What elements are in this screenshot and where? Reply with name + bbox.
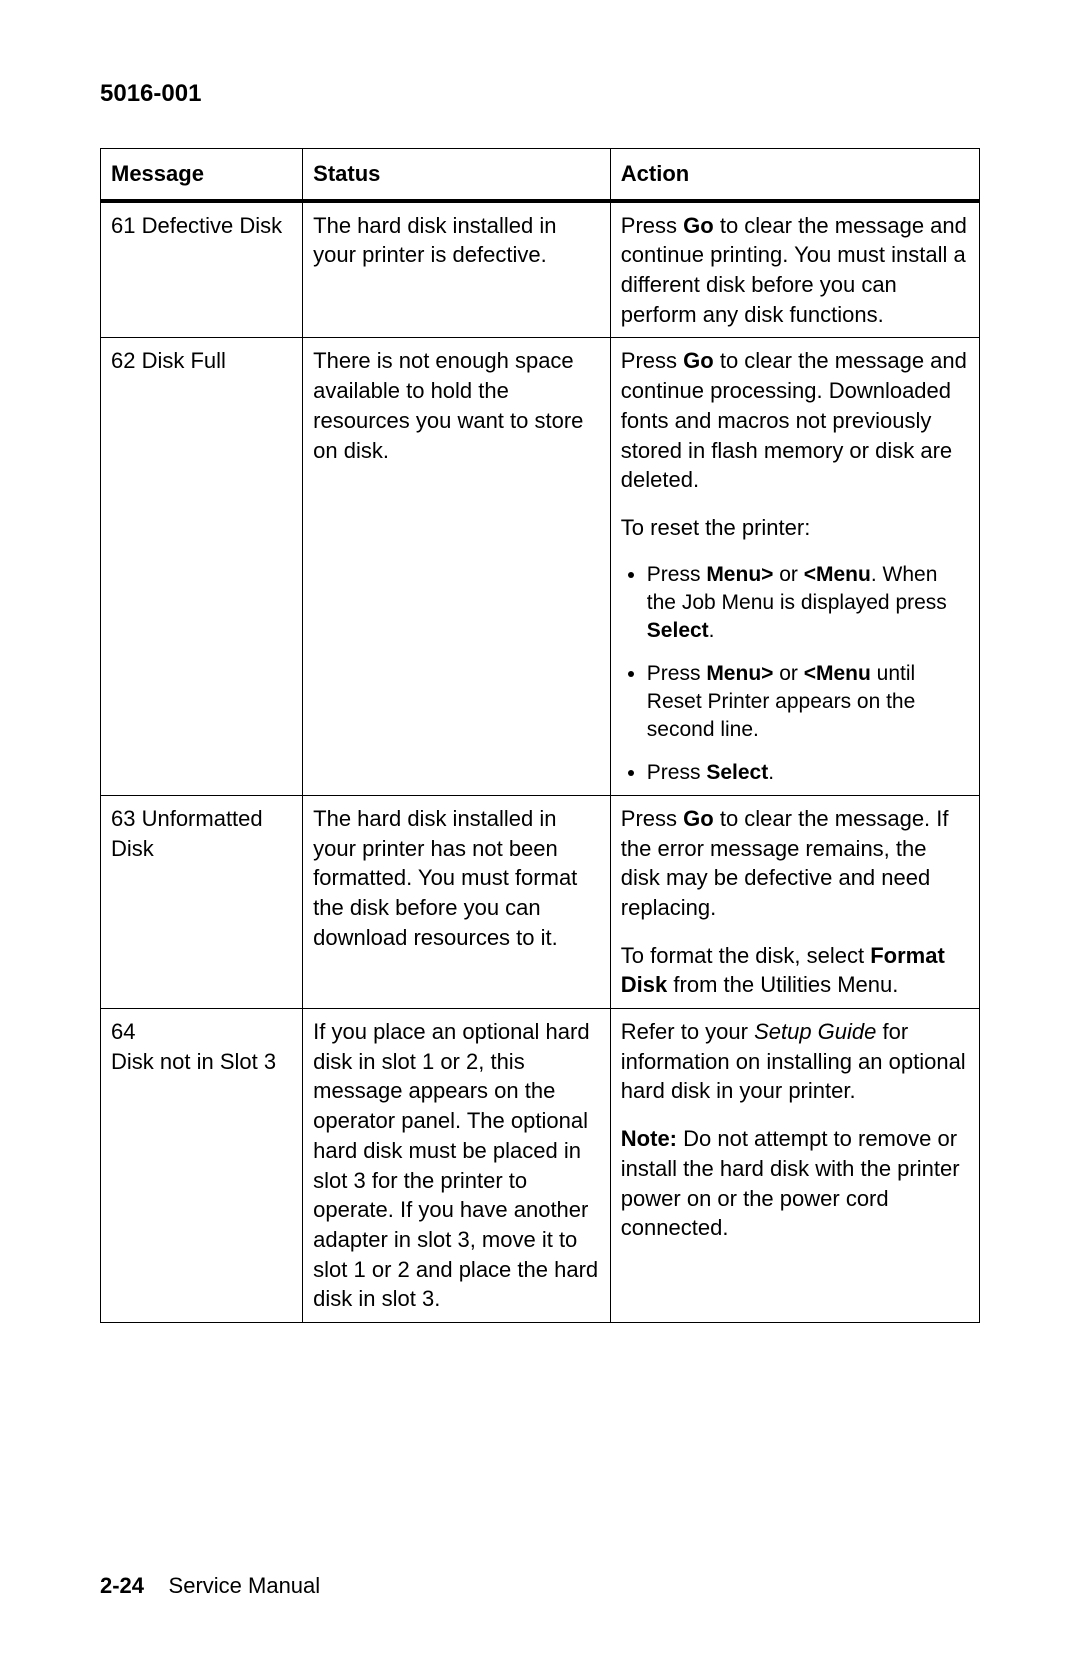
cell-message: 64Disk not in Slot 3 [101,1009,303,1323]
messages-table: Message Status Action 61 Defective DiskT… [100,148,980,1323]
table-row: 62 Disk FullThere is not enough space av… [101,338,980,796]
cell-message: 61 Defective Disk [101,201,303,338]
page: 5016-001 Message Status Action 61 Defect… [0,0,1080,1669]
table-row: 61 Defective DiskThe hard disk installed… [101,201,980,338]
table-body: 61 Defective DiskThe hard disk installed… [101,201,980,1323]
cell-status: If you place an optional hard disk in sl… [303,1009,611,1323]
cell-action: Press Go to clear the message and contin… [610,201,979,338]
cell-status: The hard disk installed in your printer … [303,795,611,1008]
footer-title: Service Manual [169,1573,321,1598]
cell-action: Press Go to clear the message. If the er… [610,795,979,1008]
col-header-message: Message [101,149,303,201]
col-header-action: Action [610,149,979,201]
table-header: Message Status Action [101,149,980,201]
document-header-code: 5016-001 [100,80,980,108]
cell-status: There is not enough space available to h… [303,338,611,796]
cell-message: 62 Disk Full [101,338,303,796]
cell-message: 63 Unformatted Disk [101,795,303,1008]
table-row: 64Disk not in Slot 3If you place an opti… [101,1009,980,1323]
col-header-status: Status [303,149,611,201]
cell-action: Press Go to clear the message and contin… [610,338,979,796]
cell-status: The hard disk installed in your printer … [303,201,611,338]
page-footer: 2-24 Service Manual [100,1573,320,1599]
table-row: 63 Unformatted DiskThe hard disk install… [101,795,980,1008]
page-number: 2-24 [100,1573,144,1598]
cell-action: Refer to your Setup Guide for informatio… [610,1009,979,1323]
